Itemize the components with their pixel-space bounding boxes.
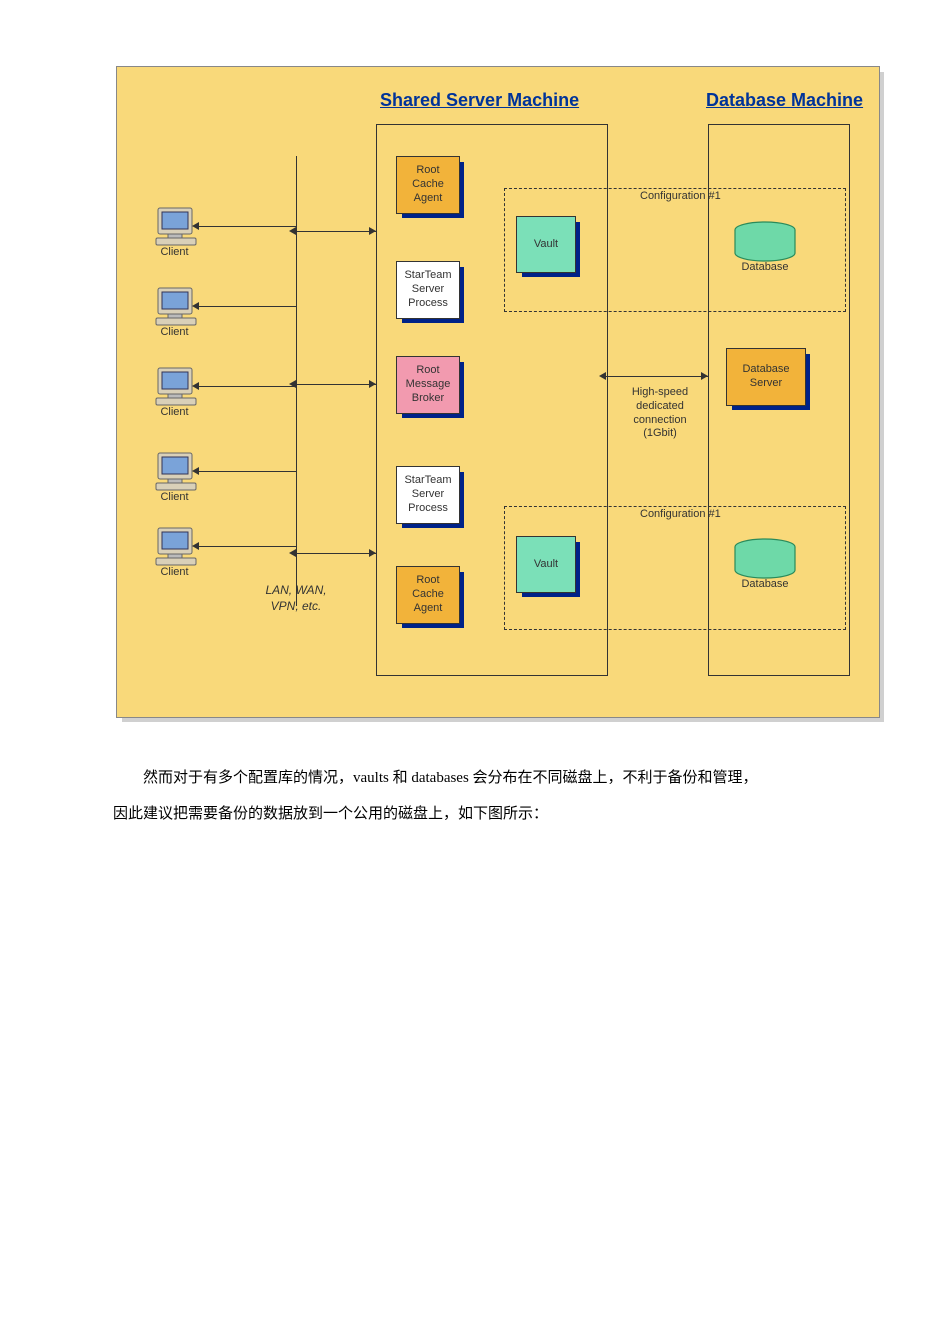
client-label: Client	[152, 326, 197, 338]
client-label: Client	[152, 491, 197, 503]
database-machine-title: Database Machine	[706, 90, 863, 111]
node-root-msg: RootMessageBroker	[396, 356, 458, 412]
shared-server-title: Shared Server Machine	[380, 90, 579, 111]
configuration-1-label: Configuration #1	[640, 190, 721, 202]
configuration-2-label: Configuration #1	[640, 508, 721, 520]
client-label: Client	[152, 246, 197, 258]
body-paragraph: 然而对于有多个配置库的情况，vaults 和 databases 会分布在不同磁…	[113, 760, 883, 832]
node-star-server-2: StarTeamServerProcess	[396, 466, 458, 522]
client-label: Client	[152, 566, 197, 578]
node-db-server: DatabaseServer	[726, 348, 804, 404]
connection-label: High-speed dedicated connection (1Gbit)	[620, 386, 700, 441]
client-label: Client	[152, 406, 197, 418]
network-label: LAN, WAN, VPN, etc.	[236, 583, 356, 614]
node-root-cache-2: RootCacheAgent	[396, 566, 458, 622]
database-cylinder-2	[730, 538, 800, 583]
node-star-server-1: StarTeamServerProcess	[396, 261, 458, 317]
node-root-cache-1: RootCacheAgent	[396, 156, 458, 212]
database-cylinder-1	[730, 221, 800, 266]
architecture-diagram: Shared Server Machine Database Machine C…	[116, 66, 878, 716]
